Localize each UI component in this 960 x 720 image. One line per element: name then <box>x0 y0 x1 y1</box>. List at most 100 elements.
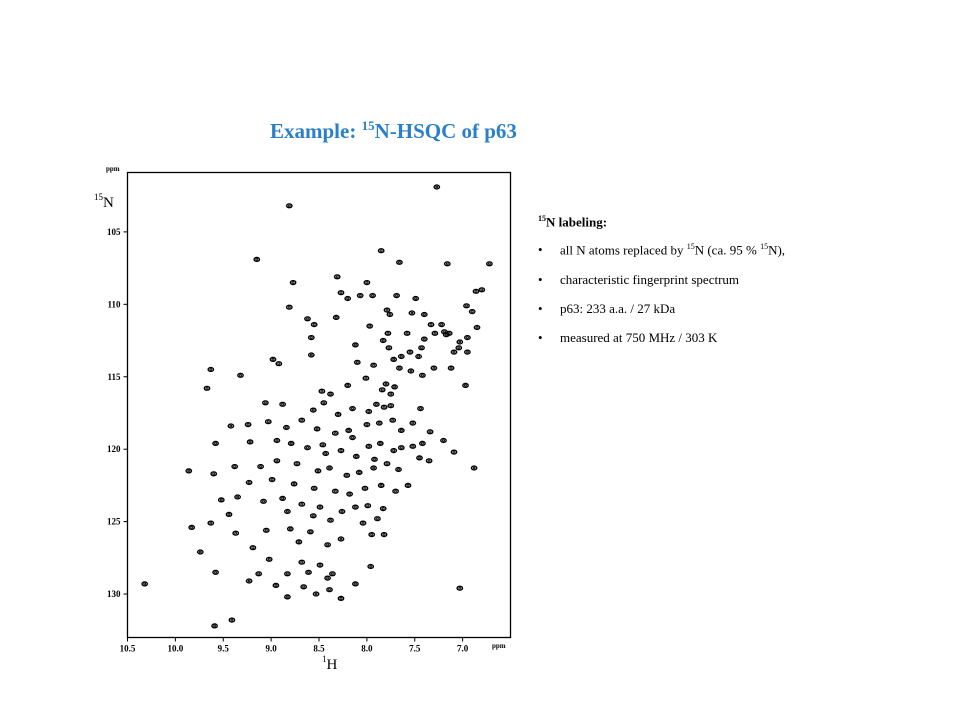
spectrum-peak <box>231 464 239 470</box>
spectrum-peak-core <box>266 420 270 423</box>
spectrum-peak <box>473 324 481 331</box>
spectrum-peak <box>379 506 387 512</box>
spectrum-peak <box>338 508 346 515</box>
spectrum-peak <box>185 468 193 474</box>
spectrum-peak-core <box>378 442 382 445</box>
spectrum-peak <box>395 259 403 265</box>
spectrum-peak-core <box>233 465 237 468</box>
spectrum-peak <box>265 556 273 562</box>
spectrum-peak-core <box>348 492 352 496</box>
spectrum-peak <box>269 356 277 362</box>
spectrum-peak-core <box>248 440 252 443</box>
spectrum-peak-core <box>411 445 415 448</box>
spectrum-peak <box>257 464 264 470</box>
slide-title: Example: 15N-HSQC of p63 <box>270 118 517 143</box>
spectrum-peak <box>332 314 340 320</box>
spectrum-peak-core <box>281 497 285 500</box>
spectrum-peak-core <box>333 432 337 435</box>
y-tick-label: 115 <box>107 372 121 382</box>
spectrum-peak-core <box>187 469 191 472</box>
spectrum-peak <box>253 256 261 262</box>
spectrum-peak <box>320 400 328 406</box>
spectrum-peak-core <box>311 408 315 412</box>
spectrum-peak-core <box>432 366 436 370</box>
spectrum-peak <box>326 465 333 471</box>
spectrum-peak-core <box>384 382 388 386</box>
spectrum-peak-core <box>405 332 409 335</box>
spectrum-peak <box>376 440 384 446</box>
spectrum-peak <box>392 488 399 494</box>
spectrum-peak <box>334 411 342 417</box>
spectrum-peak-core <box>374 403 378 406</box>
spectrum-peak-core <box>308 530 312 533</box>
spectrum-peak <box>255 571 263 577</box>
spectrum-peak <box>431 330 439 336</box>
spectrum-peak <box>412 295 420 302</box>
spectrum-peak <box>456 339 464 345</box>
spectrum-peak-core <box>143 582 147 586</box>
spectrum-peak-core <box>209 521 213 525</box>
spectrum-peak <box>418 440 426 446</box>
spectrum-peak <box>425 458 433 464</box>
spectrum-peak <box>397 353 405 360</box>
spectrum-peak <box>387 391 395 397</box>
spectrum-peak <box>290 481 298 487</box>
spectrum-peak <box>337 595 345 601</box>
spectrum-peak-core <box>379 484 383 487</box>
spectrum-peak-core <box>380 388 384 391</box>
spectrum-peak-core <box>190 526 194 529</box>
spectrum-peak <box>212 440 220 446</box>
spectrum-peak <box>408 310 416 316</box>
spectrum-peak <box>391 384 398 390</box>
spectrum-peak-core <box>333 490 337 493</box>
spectrum-peak <box>472 288 480 294</box>
spectrum-peak-core <box>417 355 421 358</box>
spectrum-peak-core <box>339 291 343 294</box>
spectrum-peak <box>470 465 478 471</box>
spectrum-peak-core <box>300 419 304 422</box>
spectrum-peak <box>298 501 306 507</box>
spectrum-peak-core <box>336 413 340 416</box>
spectrum-peak <box>273 437 281 444</box>
spectrum-peak-core <box>353 505 357 509</box>
spectrum-peak-core <box>289 442 293 445</box>
spectrum-peak-core <box>395 294 399 297</box>
spectrum-peak-core <box>311 514 315 517</box>
spectrum-peak <box>369 293 376 299</box>
spectrum-peak-core <box>358 294 362 297</box>
spectrum-peak-core <box>340 510 344 513</box>
spectrum-peak <box>331 488 339 494</box>
spectrum-peak-core <box>418 407 422 410</box>
spectrum-peak <box>403 330 411 336</box>
spectrum-peak-core <box>305 317 309 320</box>
spectrum-peak-core <box>322 401 326 404</box>
spectrum-peak-core <box>457 346 461 349</box>
spectrum-peak-core <box>320 390 324 393</box>
spectrum-peak-core <box>487 262 491 265</box>
spectrum-peak-core <box>300 561 304 564</box>
spectrum-peak-core <box>277 362 281 365</box>
spectrum-peak-core <box>227 513 231 516</box>
spectrum-peak-core <box>318 563 322 567</box>
spectrum-peak <box>364 503 372 509</box>
spectrum-peak-core <box>475 326 479 329</box>
spectrum-peak <box>212 569 220 575</box>
spectrum-peak <box>333 274 341 280</box>
spectrum-peak-core <box>396 468 400 471</box>
spectrum-peak <box>375 420 383 426</box>
spectrum-peak <box>359 520 367 526</box>
x-tick-label: 7.0 <box>457 644 469 654</box>
spectrum-peak <box>211 623 219 629</box>
spectrum-peak <box>450 349 458 355</box>
spectrum-peak-core <box>346 297 350 300</box>
spectrum-peak-core <box>363 487 367 490</box>
notes-bullet-item: all N atoms replaced by 15N (ca. 95 % 15… <box>538 242 838 258</box>
spectrum-peak-core <box>345 474 349 477</box>
spectrum-peak-core <box>474 290 478 293</box>
spectrum-peak-core <box>372 466 376 470</box>
spectrum-peak-core <box>464 304 468 307</box>
spectrum-peak <box>380 531 388 538</box>
spectrum-peak <box>316 504 324 510</box>
spectrum-peak-core <box>364 377 368 380</box>
spectrum-peak <box>310 485 318 491</box>
